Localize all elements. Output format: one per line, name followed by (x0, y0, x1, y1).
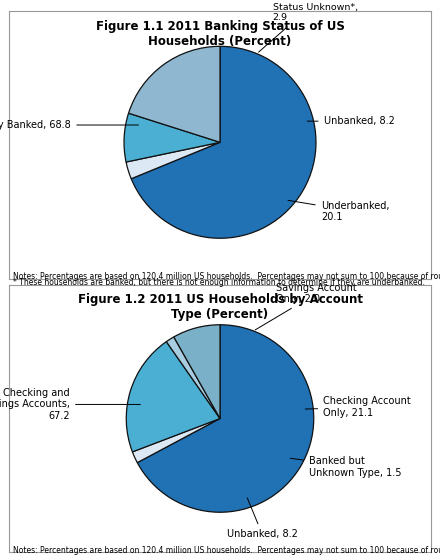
Wedge shape (126, 341, 220, 452)
Wedge shape (124, 113, 220, 162)
Wedge shape (131, 46, 316, 238)
Wedge shape (174, 325, 220, 418)
Text: Notes: Percentages are based on 120.4 million US households.  Percentages may no: Notes: Percentages are based on 120.4 mi… (13, 546, 440, 555)
Text: Banked but
Unknown Type, 1.5: Banked but Unknown Type, 1.5 (290, 456, 402, 478)
Text: Figure 1.1 2011 Banking Status of US
Households (Percent): Figure 1.1 2011 Banking Status of US Hou… (95, 20, 345, 47)
Text: * These households are banked, but there is not enough information to determine : * These households are banked, but there… (13, 278, 425, 287)
Text: Checking and
Savings Accounts,
67.2: Checking and Savings Accounts, 67.2 (0, 388, 140, 421)
Wedge shape (166, 337, 220, 418)
Text: Savings Account
Only, 2.0: Savings Account Only, 2.0 (255, 282, 357, 330)
Wedge shape (126, 142, 220, 179)
Text: Fully Banked, 68.8: Fully Banked, 68.8 (0, 120, 139, 130)
Text: Checking Account
Only, 21.1: Checking Account Only, 21.1 (305, 396, 411, 418)
Text: Unbanked, 8.2: Unbanked, 8.2 (227, 498, 297, 539)
Wedge shape (137, 325, 314, 512)
Text: Banked, but
Underbanked
Status Unknown*,
2.9: Banked, but Underbanked Status Unknown*,… (259, 0, 358, 52)
Wedge shape (132, 418, 220, 463)
Text: Underbanked,
20.1: Underbanked, 20.1 (288, 200, 389, 222)
Text: Unbanked, 8.2: Unbanked, 8.2 (307, 116, 395, 126)
Text: Figure 1.2 2011 US Households by Account
Type (Percent): Figure 1.2 2011 US Households by Account… (77, 293, 363, 321)
Text: Notes: Percentages are based on 120.4 million US households.  Percentages may no: Notes: Percentages are based on 120.4 mi… (13, 272, 440, 281)
Wedge shape (128, 46, 220, 142)
